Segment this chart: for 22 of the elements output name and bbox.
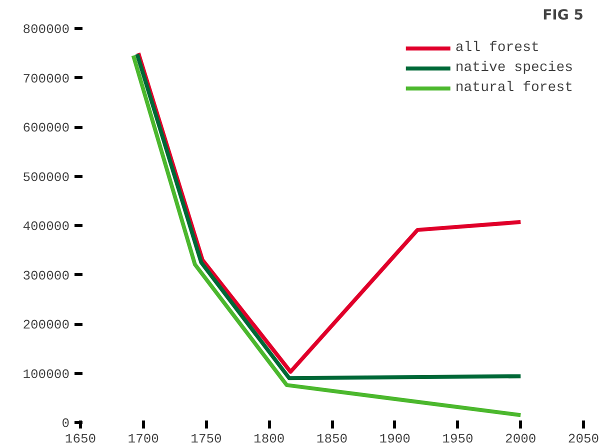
x-tick-label: 1700 [128,432,159,445]
x-tick-label: 1850 [316,432,348,445]
y-tick-label: 100000 [22,366,70,382]
y-tick-label: 700000 [22,71,70,86]
x-tick-label: 2000 [505,432,536,445]
legend-label: native species [455,60,573,76]
x-tick-label: 2050 [568,432,600,445]
legend-label: natural forest [455,80,573,96]
legend-label: all forest [455,40,540,56]
x-tick-label: 1900 [379,432,410,445]
y-tick-label: 0 [62,416,70,431]
x-tick-label: 1650 [64,432,96,445]
y-tick-label: 500000 [22,170,70,185]
chart-title: FIG 5 [542,8,584,24]
y-tick-label: 200000 [22,318,70,332]
y-tick-label: 400000 [22,219,70,234]
y-tick-label: 800000 [22,22,70,37]
x-tick-label: 1800 [254,432,285,445]
x-tick-label: 1750 [190,432,222,445]
y-tick-label: 600000 [22,120,70,136]
x-tick-label: 1950 [442,432,474,445]
y-tick-label: 300000 [22,268,70,284]
